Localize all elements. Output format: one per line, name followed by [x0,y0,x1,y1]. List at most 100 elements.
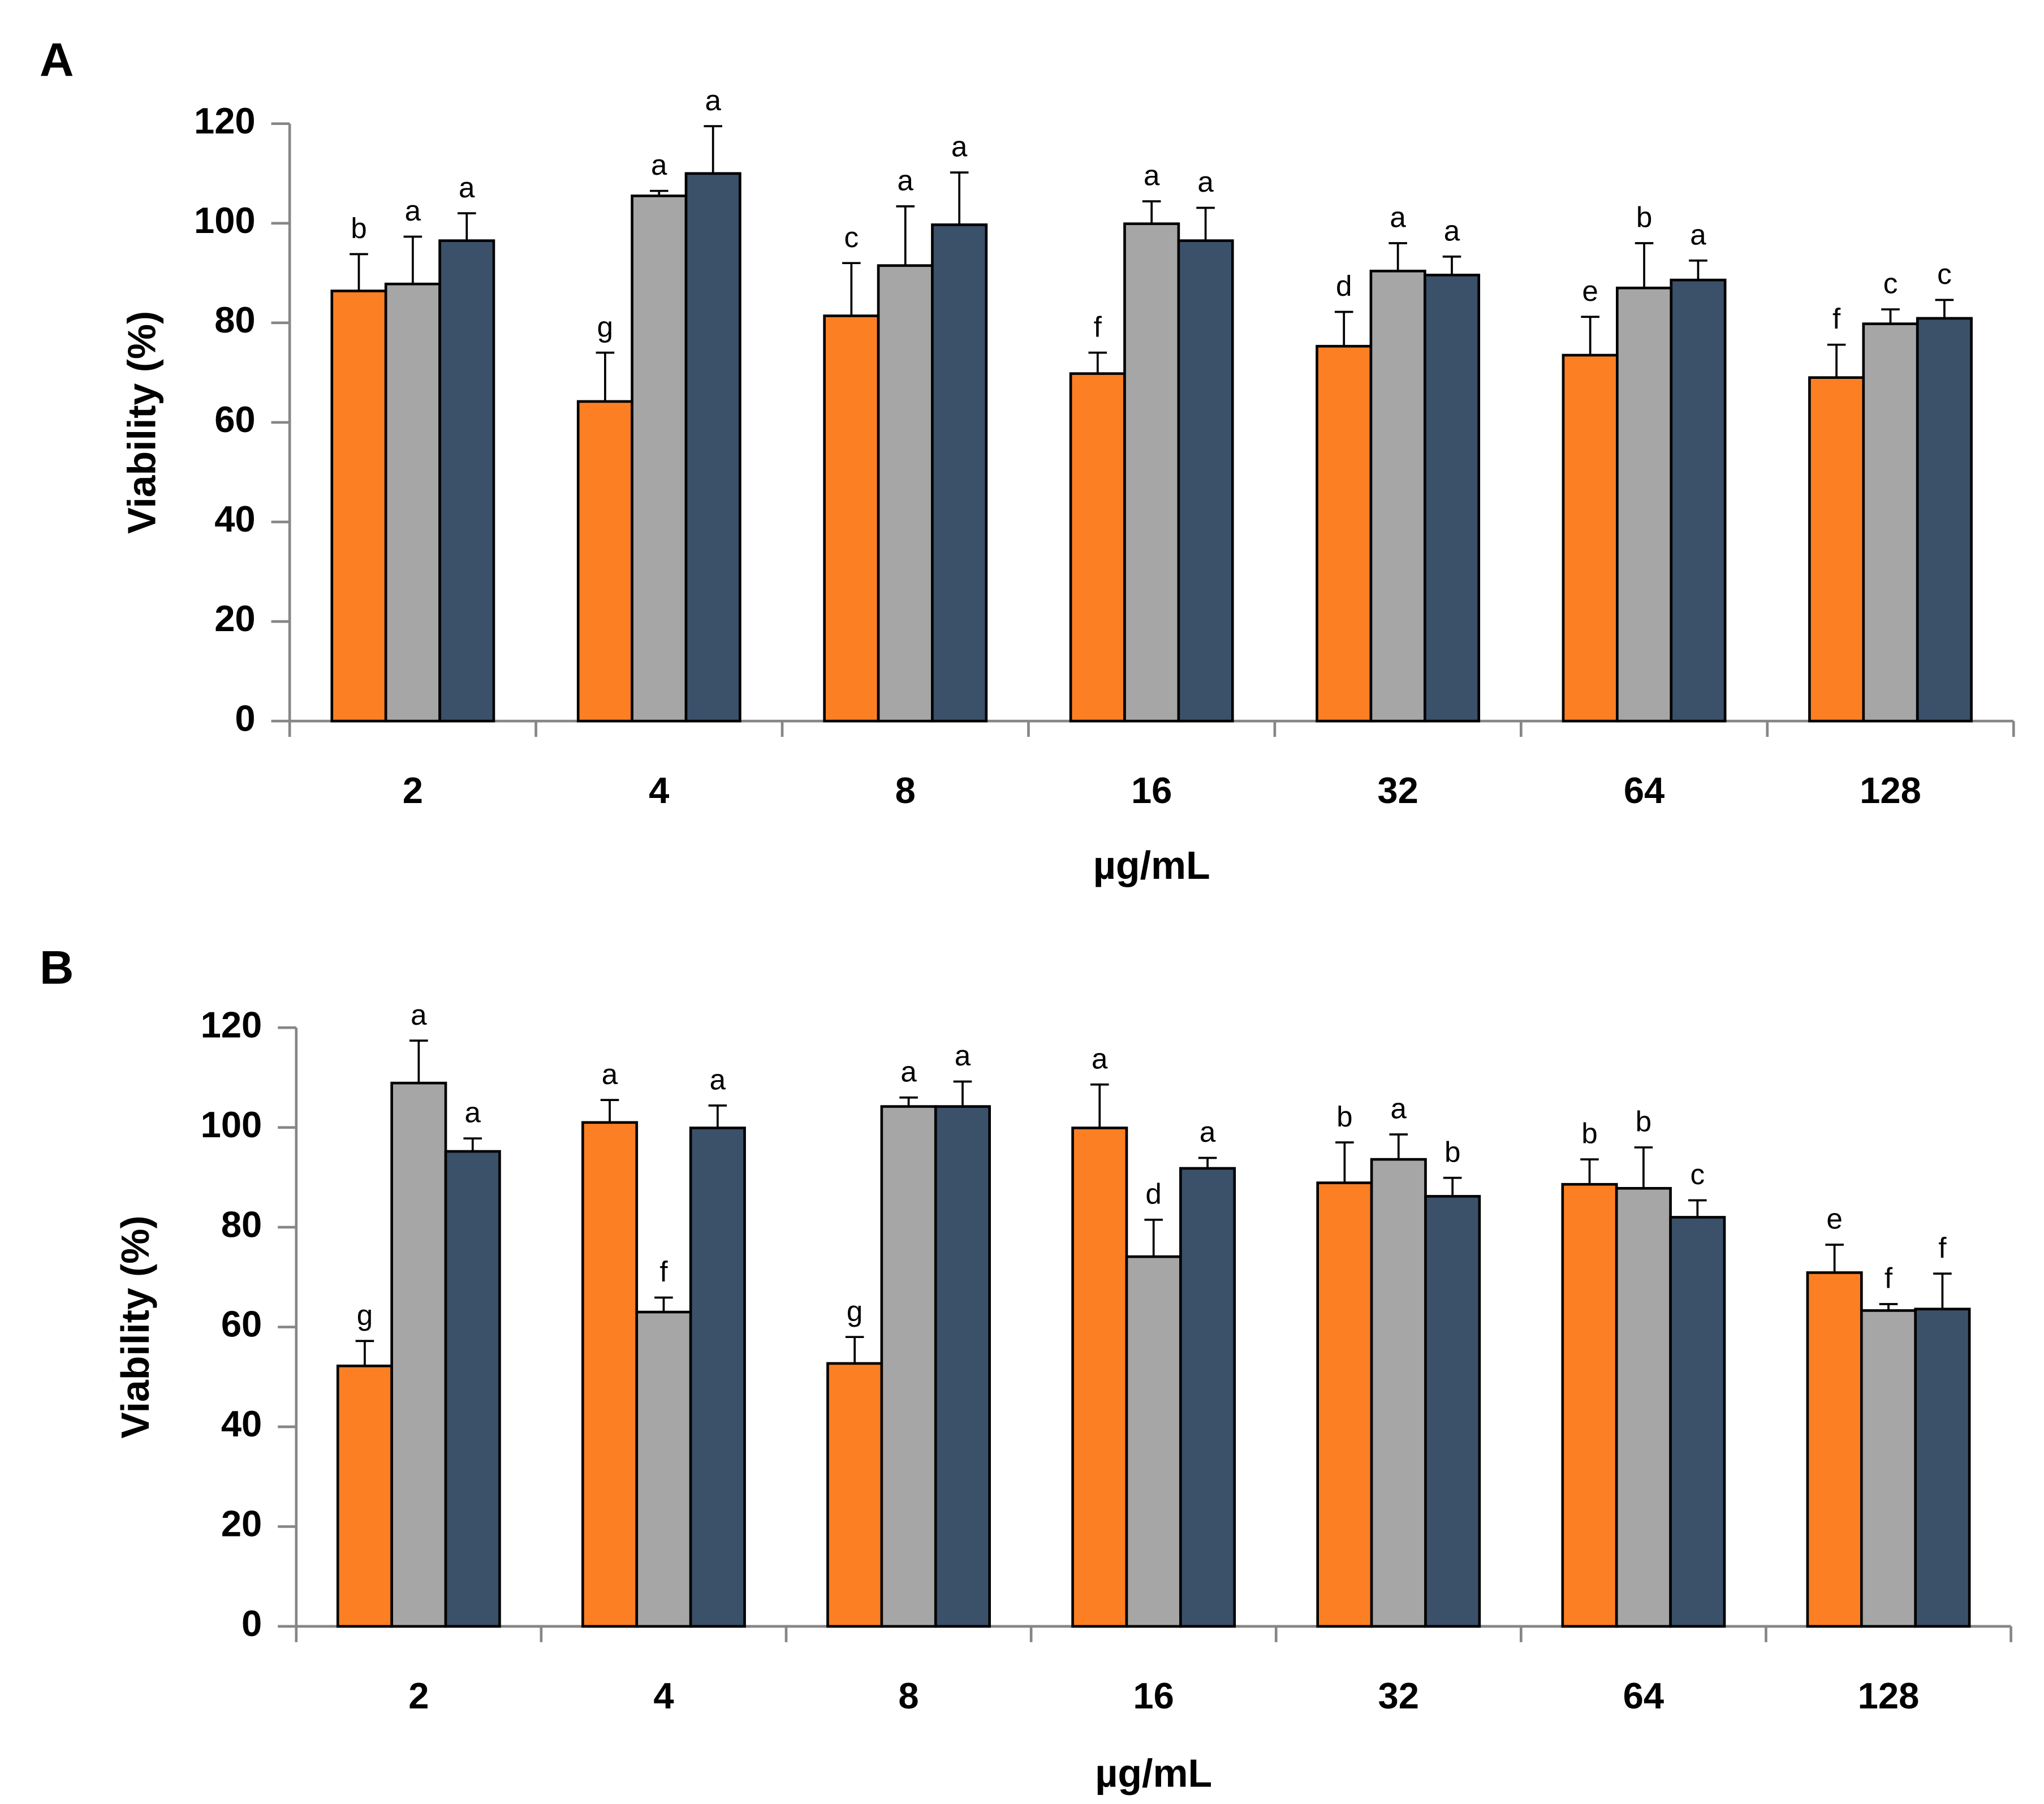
error-bar [953,1080,972,1107]
error-bar [1442,255,1461,275]
error-bar [1142,200,1161,224]
error-bar [842,262,861,316]
significance-letter: f [1094,310,1102,343]
bar [635,1310,692,1628]
x-tick-label: 16 [1131,770,1172,811]
significance-letter: f [1885,1262,1893,1294]
y-tick-label: 80 [214,299,255,340]
error-bar [1634,1146,1653,1189]
y-tick-label: 0 [235,697,255,739]
significance-letter: f [1938,1232,1947,1264]
error-bar [654,1296,673,1313]
bar [576,400,633,723]
bar [934,1105,991,1628]
significance-letter: b [1636,1106,1651,1138]
significance-letter: a [1197,166,1214,198]
significance-letter: a [459,171,475,204]
bar [1125,1255,1182,1628]
bar [1615,1186,1672,1628]
bar [1561,1182,1618,1628]
error-bar [1825,1244,1844,1273]
significance-letter: a [1444,214,1460,247]
y-tick-label: 60 [221,1304,262,1345]
y-tick-label: 60 [214,399,255,440]
bar [1860,1309,1917,1628]
bar [1616,286,1673,723]
x-tick-label: 16 [1133,1675,1174,1716]
significance-letter: a [705,84,721,116]
significance-letter: a [1391,1093,1407,1125]
bar [444,1150,501,1628]
error-bar [409,1039,428,1084]
x-tick-label: 8 [898,1675,918,1716]
error-bar [708,1104,727,1128]
bar [1808,376,1865,723]
error-bar [1580,1158,1599,1185]
panel-label: A [40,33,74,86]
error-bar [463,1137,482,1151]
error-bar [1879,1303,1898,1311]
x-tick-label: 32 [1377,770,1418,811]
significance-letter: a [465,1097,481,1129]
bar [1177,239,1234,723]
error-bar [650,189,669,196]
significance-letter: f [1832,303,1841,335]
x-axis-title: µg/mL [1093,843,1210,887]
significance-letter: a [1390,201,1406,234]
error-bar [704,125,722,174]
bar [1914,1307,1971,1628]
y-tick-label: 120 [194,100,256,141]
significance-letter: b [1336,1100,1352,1133]
significance-letter: d [1336,270,1352,302]
error-bar [1581,316,1599,356]
x-axis-title: µg/mL [1095,1751,1212,1796]
significance-letter: a [602,1058,618,1090]
x-tick-label: 4 [653,1675,674,1716]
y-axis-title: Viability (%) [120,311,164,534]
error-bar [1090,1083,1109,1128]
chart: B Viability (%) µg/mL 0 20 40 60 80 100 120 2 g a a 4 a… [40,940,2012,1796]
bar [1179,1167,1236,1628]
bar [1370,1158,1427,1628]
bar [1670,278,1727,723]
significance-letter: e [1582,275,1598,307]
bar [880,1105,937,1628]
x-tick-label: 4 [649,770,669,811]
significance-letter: a [900,1055,917,1087]
y-tick-label: 20 [221,1503,262,1544]
x-tick-label: 2 [408,1675,429,1716]
bar [931,223,988,723]
x-tick-label: 64 [1624,770,1664,811]
bar [336,1365,393,1628]
significance-letter: a [710,1063,726,1095]
error-bar [1689,259,1707,280]
y-tick-label: 20 [214,598,255,639]
significance-letter: b [1444,1136,1460,1168]
x-tick-label: 8 [895,770,916,811]
y-tick-label: 120 [201,1004,262,1045]
significance-letter: f [659,1255,668,1288]
x-tick-label: 64 [1623,1675,1664,1716]
panel-label: B [40,940,74,994]
bar [1069,372,1126,723]
error-bar [899,1096,918,1107]
significance-letter: c [1883,267,1898,300]
error-bar [1635,242,1654,288]
bar [1669,1216,1726,1628]
bar [1562,353,1619,723]
error-bar [457,212,476,241]
significance-letter: b [1636,201,1652,234]
significance-letter: a [955,1039,971,1072]
error-bar [1881,308,1900,324]
y-tick-label: 40 [221,1403,262,1444]
significance-letter: b [351,212,366,244]
bar [1424,1195,1481,1628]
significance-letter: c [1691,1158,1705,1190]
y-tick-label: 80 [221,1203,262,1245]
significance-letter: a [405,195,421,227]
x-tick-label: 2 [403,770,423,811]
error-bar [600,1099,619,1123]
bar [1423,273,1481,723]
significance-letter: a [1200,1116,1216,1148]
error-bar [1196,206,1215,241]
